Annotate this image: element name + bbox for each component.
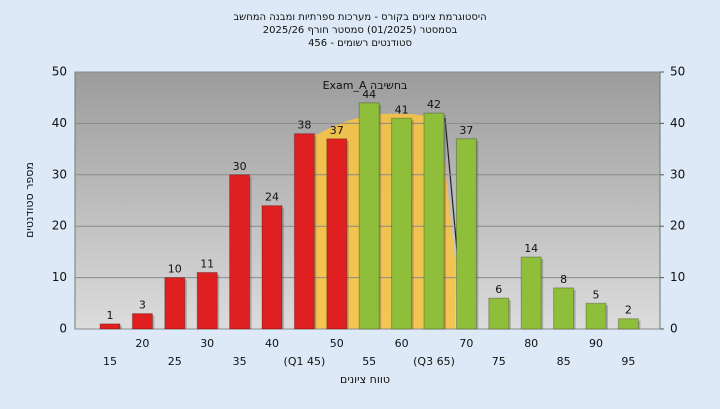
x-tick-label: 85 — [557, 355, 571, 368]
x-tick-label: 25 — [168, 355, 182, 368]
y-tick-label: 10 — [52, 270, 67, 284]
y2-tick-label: 10 — [670, 270, 685, 284]
chart-subtitle: סטודנטים רשומים - 456 — [308, 38, 412, 49]
x-tick-label: 60 — [395, 337, 409, 350]
data-label: 10 — [168, 263, 182, 276]
data-label: 2 — [625, 304, 632, 317]
y-tick-label: 0 — [59, 322, 67, 336]
x-tick-label: 90 — [589, 337, 603, 350]
curve-line — [444, 117, 459, 263]
x-tick-label: 15 — [103, 355, 117, 368]
chart-title: היסטוגרמת ציונים בקורס - מערכות ספרתיות … — [233, 12, 486, 23]
y2-tick-label: 40 — [670, 116, 685, 130]
x-tick-label: 35 — [233, 355, 247, 368]
x-tick-label: 80 — [524, 337, 538, 350]
bar — [391, 117, 413, 330]
bar — [358, 102, 380, 330]
data-label: 37 — [459, 124, 473, 137]
data-label: 24 — [265, 191, 279, 204]
x-tick-label: (Q1 45) — [284, 355, 326, 368]
data-label: 11 — [200, 257, 214, 270]
data-label: 6 — [495, 283, 502, 296]
bar — [585, 302, 607, 330]
y-tick-label: 30 — [52, 167, 67, 181]
x-tick-label: 20 — [135, 337, 149, 350]
bar — [196, 271, 218, 330]
bar — [553, 287, 575, 330]
x-tick-label: 40 — [265, 337, 279, 350]
data-label: 44 — [362, 88, 376, 101]
y2-tick-label: 20 — [670, 219, 685, 233]
bar — [423, 112, 445, 330]
bar — [488, 297, 510, 330]
x-tick-label: 55 — [362, 355, 376, 368]
bar — [617, 318, 639, 330]
bar — [261, 205, 283, 330]
y2-tick-label: 50 — [670, 65, 685, 79]
x-tick-label: (Q3 65) — [413, 355, 455, 368]
y-axis-label: מספר סטודנטים — [23, 162, 36, 238]
data-label: 30 — [233, 160, 247, 173]
x-tick-label: 95 — [621, 355, 635, 368]
bar — [131, 313, 153, 330]
bar — [164, 277, 186, 330]
x-tick-label: 30 — [200, 337, 214, 350]
data-label: 8 — [560, 273, 567, 286]
y-tick-label: 50 — [52, 65, 67, 79]
data-label: 1 — [107, 309, 114, 322]
y2-tick-label: 0 — [670, 322, 678, 336]
chart-subtitle: בסמסטר (01/2025) סמסטר חורף 2025/26 — [263, 25, 458, 36]
bar — [520, 256, 542, 330]
bar — [293, 133, 315, 330]
annotation: Exam_A בחשיבה — [323, 79, 408, 92]
data-label: 5 — [593, 288, 600, 301]
x-tick-label: 70 — [459, 337, 473, 350]
y-tick-label: 20 — [52, 219, 67, 233]
x-tick-label: 50 — [330, 337, 344, 350]
data-label: 37 — [330, 124, 344, 137]
x-axis-label: טווח ציונים — [340, 373, 390, 386]
data-label: 41 — [395, 103, 409, 116]
bar — [99, 323, 121, 330]
bar — [326, 138, 348, 330]
y2-tick-label: 30 — [670, 167, 685, 181]
data-label: 3 — [139, 299, 146, 312]
data-label: 14 — [524, 242, 538, 255]
bar — [229, 174, 251, 330]
x-tick-label: 75 — [492, 355, 506, 368]
data-label: 42 — [427, 98, 441, 111]
bar — [455, 138, 477, 330]
data-label: 38 — [297, 119, 311, 132]
y-tick-label: 40 — [52, 116, 67, 130]
